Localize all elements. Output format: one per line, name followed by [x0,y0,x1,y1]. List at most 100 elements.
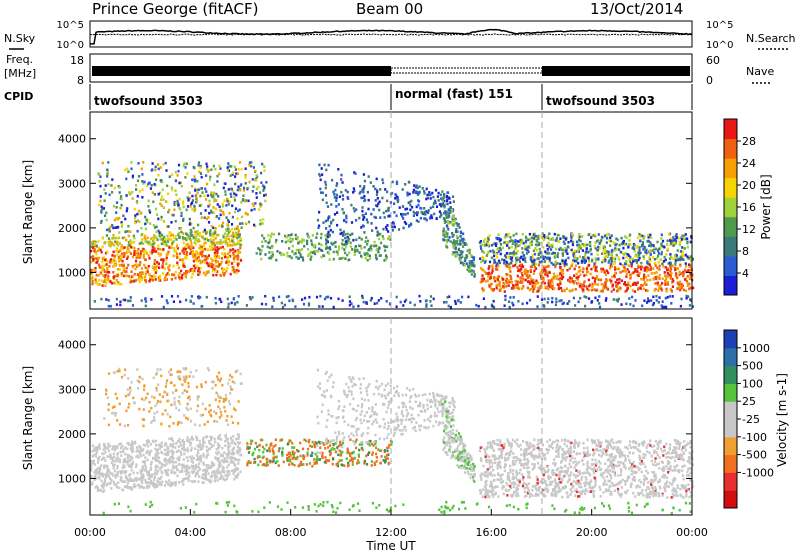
power-cell [115,211,118,214]
velocity-cell [178,455,181,459]
power-cell [105,263,108,266]
power-cell [538,243,541,246]
power-cell [664,258,667,262]
power-cell [204,273,207,277]
power-cell [226,244,229,247]
velocity-cell [238,441,242,444]
power-cell [399,300,402,304]
velocity-cell [137,456,140,459]
power-cell [233,192,236,196]
power-cell [670,256,673,259]
power-cell [571,250,574,254]
power-cell [280,252,283,256]
power-cell [618,277,621,281]
power-cell [499,281,502,284]
power-cell [377,248,380,252]
velocity-cell [197,445,201,449]
power-cell [191,208,194,211]
power-cell [589,241,592,244]
power-cell [416,213,419,217]
power-cell [118,231,121,234]
velocity-cell [219,463,222,467]
velocity-cell [154,443,157,447]
velocity-cell [187,381,190,385]
power-cell [518,260,522,264]
power-cell [443,219,446,222]
power-cell [201,191,204,194]
power-cell [326,218,329,222]
power-cell [106,172,109,175]
power-cell [626,287,629,290]
power-cell [227,188,230,191]
power-cell [183,237,186,240]
nsky-label: N.Sky [4,32,36,45]
power-cell [676,276,679,280]
power-cell [187,245,191,249]
velocity-cell [140,397,144,401]
power-colorbar-tick-label: 4 [742,267,749,280]
velocity-cell [132,471,135,475]
power-cell [370,249,373,252]
power-cell [524,247,527,251]
noise-strip: N.Sky N.Search 10^5 10^0 10^5 10^0 [4,20,796,51]
power-cell [177,169,180,173]
power-cell [240,215,244,219]
power-cell [633,290,637,293]
power-cell [213,242,216,245]
power-cell [119,303,122,307]
power-cell [479,280,482,284]
power-cell [99,221,103,224]
velocity-cell [94,486,97,489]
nave-label: Nave [746,65,774,78]
velocity-cell [214,383,217,387]
power-cell [612,288,615,291]
power-cell [470,269,473,272]
power-cell [537,281,540,285]
power-cell [524,278,527,282]
power-cell [515,286,518,289]
velocity-cell [116,464,119,468]
power-cell [125,209,128,213]
power-cell [579,282,582,286]
power-cell [215,273,218,277]
velocity-cell [158,447,162,450]
power-cell [662,265,665,268]
cpid-segment-3: twofsound 3503 [546,94,655,108]
power-cell [585,273,588,277]
power-cell [456,236,459,240]
power-cell [688,265,691,269]
power-cell [111,254,114,257]
velocity-cell [185,469,188,472]
power-cell [199,244,202,247]
power-cell [666,296,669,299]
power-cell [594,269,597,272]
power-cell [237,168,240,171]
power-cell [301,256,304,259]
power-cell [512,296,515,299]
power-cell [109,225,112,229]
velocity-cell [208,466,211,470]
power-cell [602,286,605,290]
power-cell [619,262,622,266]
power-cell [291,250,294,253]
power-cell [227,305,230,309]
power-cell [103,214,107,217]
power-cell [603,234,607,238]
power-cell [168,246,171,249]
power-cell [452,233,455,237]
power-cell [351,232,354,236]
velocity-cell [194,423,197,426]
power-cell [584,256,587,260]
velocity-cell [225,477,228,481]
power-cell [519,263,522,267]
power-cell [405,207,409,211]
power-cell [272,233,275,236]
velocity-cell [233,468,236,472]
power-cell [540,260,543,263]
power-cell [660,237,663,240]
velocity-cell [224,444,227,447]
power-cell [105,218,108,222]
velocity-cell [194,447,197,450]
power-cell [101,260,104,264]
power-cell [690,258,693,261]
